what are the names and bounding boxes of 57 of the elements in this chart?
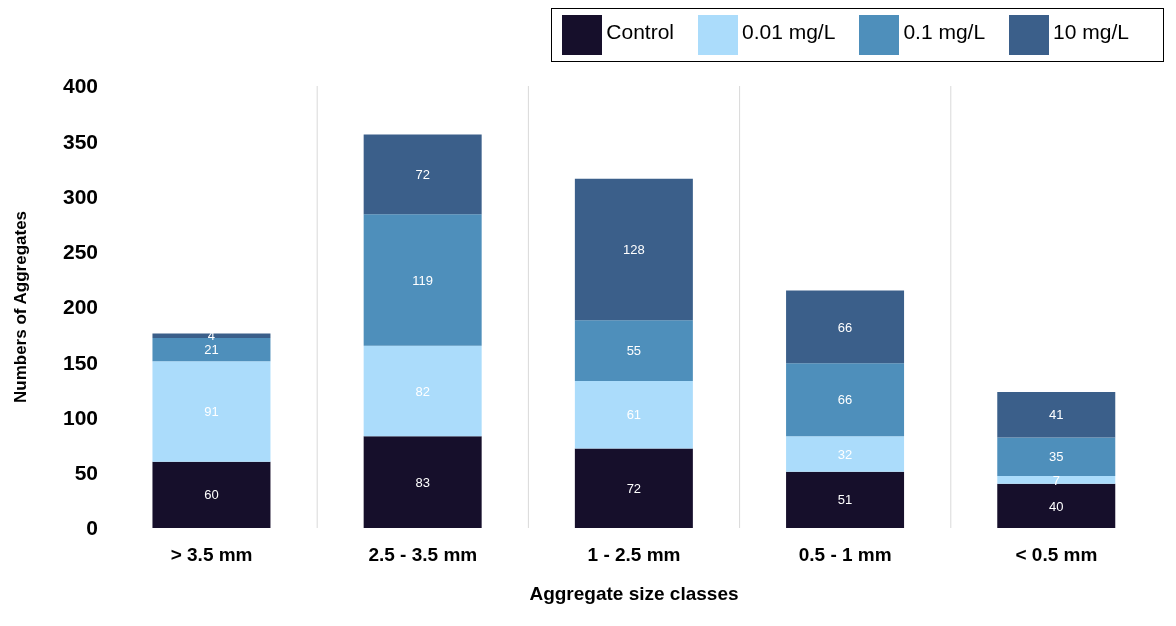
y-tick-label: 200	[62, 295, 98, 319]
x-tick-label: > 3.5 mm	[170, 544, 253, 566]
y-tick-label: 300	[62, 184, 98, 208]
bar	[786, 436, 905, 472]
bar	[786, 363, 905, 437]
data-label: 61	[626, 407, 642, 423]
data-label: 119	[412, 272, 434, 288]
y-tick-label: 50	[74, 461, 98, 485]
bar	[363, 345, 482, 437]
bar	[363, 436, 482, 528]
bar	[574, 448, 693, 528]
data-label: 55	[626, 343, 642, 359]
y-axis-title: Numbers of Aggregates	[11, 210, 31, 404]
bar	[786, 290, 905, 364]
data-label: 21	[204, 342, 219, 358]
x-tick-label: 1 - 2.5 mm	[587, 544, 681, 566]
y-tick-label: 150	[62, 350, 98, 374]
data-label: 72	[415, 167, 430, 183]
bar	[152, 361, 271, 462]
data-label: 128	[623, 242, 645, 258]
y-tick-label: 0	[86, 516, 98, 540]
data-label: 7	[1052, 472, 1060, 488]
legend-label: 10 mg/L	[1053, 20, 1129, 44]
bar	[363, 134, 482, 215]
bar	[363, 214, 482, 346]
y-tick-label: 400	[62, 74, 98, 98]
bar	[574, 178, 693, 321]
data-label: 40	[1049, 498, 1064, 514]
y-tick-label: 100	[62, 405, 98, 429]
bar	[574, 381, 693, 449]
data-label: 41	[1049, 407, 1064, 423]
bar	[997, 483, 1116, 528]
bar	[574, 320, 693, 382]
data-label: 66	[837, 319, 853, 335]
data-label: 35	[1049, 449, 1064, 465]
x-axis-title: Aggregate size classes	[529, 583, 739, 604]
y-tick-label: 350	[62, 129, 98, 153]
x-tick-label: 0.5 - 1 mm	[798, 544, 892, 566]
data-label: 51	[837, 492, 853, 508]
data-label: 32	[837, 446, 853, 462]
data-label: 60	[204, 487, 219, 503]
legend-label: Control	[606, 20, 674, 44]
data-label: 91	[204, 404, 219, 420]
bar	[786, 471, 905, 528]
data-label: 72	[626, 480, 642, 496]
bar	[997, 476, 1116, 484]
bar	[997, 392, 1116, 438]
legend-label: 0.1 mg/L	[903, 20, 986, 44]
bar	[152, 461, 271, 528]
data-label: 82	[415, 383, 430, 399]
x-tick-label: 2.5 - 3.5 mm	[368, 544, 478, 566]
data-label: 83	[415, 474, 430, 490]
data-label: 66	[837, 392, 853, 408]
x-tick-label: < 0.5 mm	[1015, 544, 1098, 566]
legend-label: 0.01 mg/L	[741, 20, 836, 44]
bar	[997, 437, 1116, 477]
y-tick-label: 250	[62, 240, 98, 264]
